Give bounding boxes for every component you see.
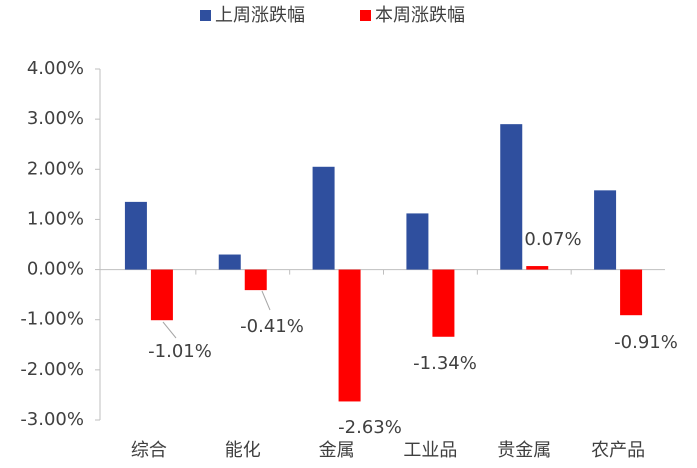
- bar: [500, 124, 523, 270]
- y-tick-label: 0.00%: [27, 259, 84, 280]
- y-tick-label: -1.00%: [20, 309, 84, 330]
- legend-swatch: [200, 10, 211, 21]
- y-tick-label: -2.00%: [20, 359, 84, 380]
- bar: [432, 269, 455, 337]
- leader-line: [162, 321, 177, 339]
- bar: [406, 213, 429, 270]
- legend-swatch: [360, 10, 371, 21]
- x-tick-label: 农产品: [591, 440, 645, 461]
- y-tick-label: 4.00%: [27, 58, 84, 79]
- legend-label: 本周涨跌幅: [375, 5, 465, 26]
- bar: [124, 201, 147, 270]
- x-tick-label: 工业品: [403, 440, 457, 461]
- bar: [526, 266, 549, 270]
- data-label: 0.07%: [524, 229, 581, 250]
- x-tick-label: 能化: [225, 440, 261, 461]
- y-tick-label: 1.00%: [27, 208, 84, 229]
- bar: [620, 269, 643, 316]
- legend-label: 上周涨跌幅: [215, 5, 305, 26]
- data-label: -1.34%: [413, 353, 477, 374]
- bar: [244, 269, 267, 291]
- bar: [218, 254, 241, 270]
- x-tick-label: 金属: [319, 440, 355, 461]
- y-tick-label: 3.00%: [27, 108, 84, 129]
- bar: [312, 166, 335, 270]
- data-label: -1.01%: [148, 341, 212, 362]
- y-tick-label: 2.00%: [27, 158, 84, 179]
- data-label: -2.63%: [338, 417, 402, 438]
- data-label: -0.41%: [240, 316, 304, 337]
- leader-line: [261, 290, 271, 311]
- data-label: -0.91%: [614, 332, 678, 353]
- bar: [150, 269, 173, 321]
- bar: [338, 269, 361, 402]
- bar: [594, 190, 617, 270]
- x-tick-label: 贵金属: [497, 440, 551, 461]
- y-tick-label: -3.00%: [20, 409, 84, 430]
- x-tick-label: 综合: [131, 440, 167, 461]
